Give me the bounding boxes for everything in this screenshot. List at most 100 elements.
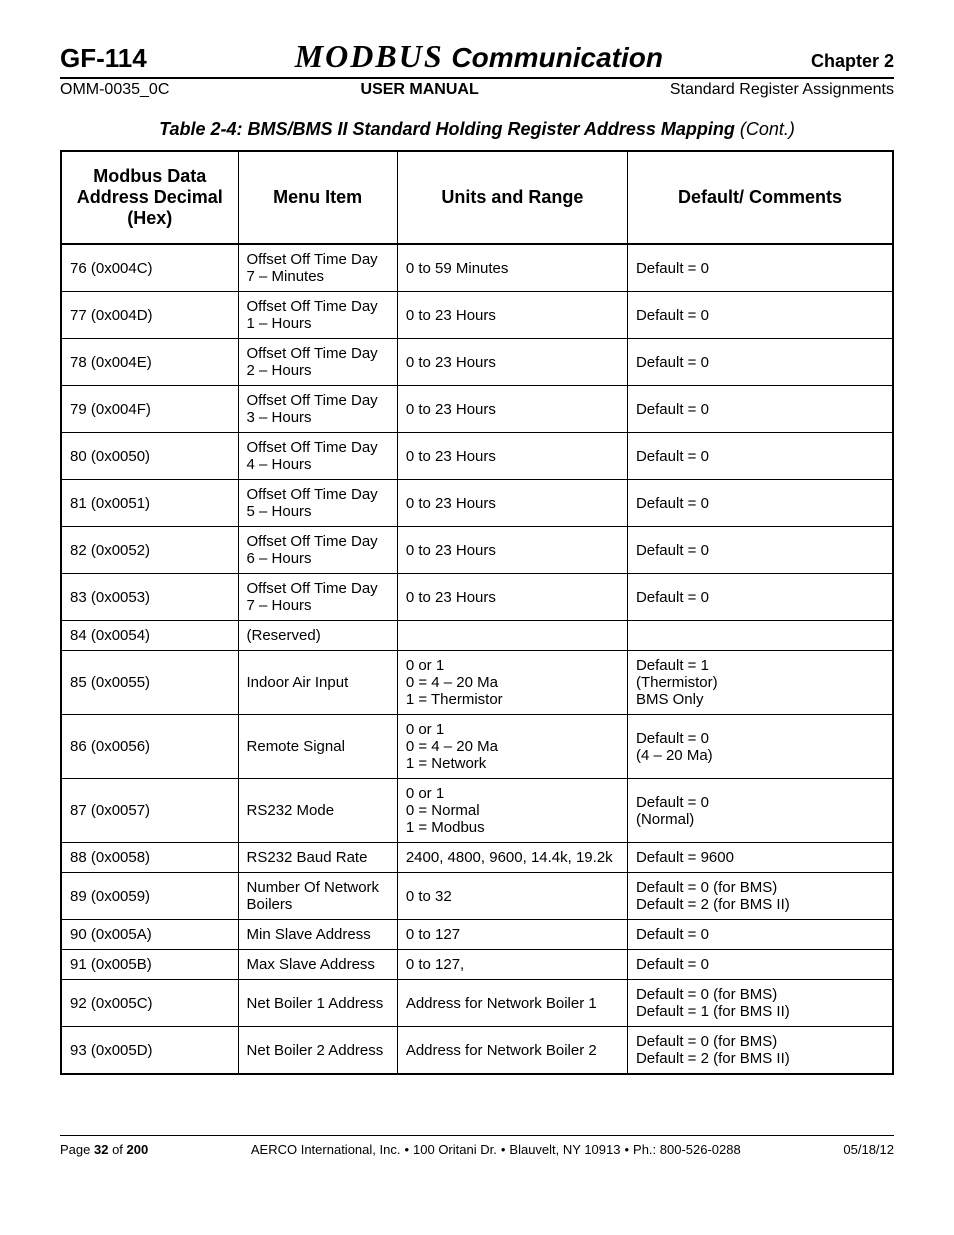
table-row: 90 (0x005A)Min Slave Address0 to 127Defa… [61, 920, 893, 950]
doc-code: GF-114 [60, 43, 147, 73]
footer-company: AERCO International, Inc.•100 Oritani Dr… [148, 1142, 843, 1157]
header-right: Chapter 2 [811, 51, 894, 72]
cell-range: 0 or 10 = Normal1 = Modbus [397, 779, 627, 843]
cell-range: 0 to 23 Hours [397, 527, 627, 574]
cell-range [397, 621, 627, 651]
cell-addr: 81 (0x0051) [61, 480, 238, 527]
cell-addr: 80 (0x0050) [61, 433, 238, 480]
cell-addr: 92 (0x005C) [61, 980, 238, 1027]
cell-def: Default = 0 [627, 339, 893, 386]
table-row: 80 (0x0050)Offset Off Time Day 4 – Hours… [61, 433, 893, 480]
cell-def: Default = 0 [627, 433, 893, 480]
register-table: Modbus Data Address Decimal (Hex) Menu I… [60, 150, 894, 1075]
cell-menu: Min Slave Address [238, 920, 397, 950]
table-row: 82 (0x0052)Offset Off Time Day 6 – Hours… [61, 527, 893, 574]
footer-page: Page 32 of 200 [60, 1142, 148, 1157]
cell-def: Default = 0 [627, 527, 893, 574]
cell-addr: 79 (0x004F) [61, 386, 238, 433]
section-label: Standard Register Assignments [670, 81, 894, 99]
header-left: GF-114 [60, 43, 147, 74]
cell-range: 0 to 23 Hours [397, 339, 627, 386]
cell-def: Default = 9600 [627, 843, 893, 873]
footer-date: 05/18/12 [843, 1142, 894, 1157]
phone: Ph.: 800-526-0288 [633, 1142, 741, 1157]
table-caption: Table 2-4: BMS/BMS II Standard Holding R… [60, 119, 894, 140]
caption-cont: (Cont.) [740, 119, 795, 139]
manual-label: USER MANUAL [169, 81, 670, 99]
cell-range: 0 to 23 Hours [397, 386, 627, 433]
chapter-label: Chapter 2 [811, 51, 894, 71]
table-row: 85 (0x0055)Indoor Air Input0 or 10 = 4 –… [61, 651, 893, 715]
cell-def: Default = 0 [627, 292, 893, 339]
cell-range: 0 or 10 = 4 – 20 Ma1 = Network [397, 715, 627, 779]
bullet-icon: • [624, 1142, 629, 1157]
table-row: 79 (0x004F)Offset Off Time Day 3 – Hours… [61, 386, 893, 433]
company-name: AERCO International, Inc. [251, 1142, 401, 1157]
cell-range: 0 or 10 = 4 – 20 Ma1 = Thermistor [397, 651, 627, 715]
table-header-row: Modbus Data Address Decimal (Hex) Menu I… [61, 151, 893, 244]
cell-def: Default = 0 (for BMS)Default = 1 (for BM… [627, 980, 893, 1027]
table-row: 84 (0x0054)(Reserved) [61, 621, 893, 651]
table-row: 88 (0x0058)RS232 Baud Rate2400, 4800, 96… [61, 843, 893, 873]
table-row: 92 (0x005C)Net Boiler 1 AddressAddress f… [61, 980, 893, 1027]
communication-title: Communication [444, 42, 663, 73]
cell-def: Default = 0 [627, 920, 893, 950]
cell-menu: RS232 Mode [238, 779, 397, 843]
cell-menu: Offset Off Time Day 7 – Minutes [238, 244, 397, 292]
cell-range: 0 to 23 Hours [397, 433, 627, 480]
cell-def: Default = 0(4 – 20 Ma) [627, 715, 893, 779]
cell-range: Address for Network Boiler 2 [397, 1027, 627, 1075]
cell-menu: Offset Off Time Day 4 – Hours [238, 433, 397, 480]
cell-def: Default = 0 (for BMS)Default = 2 (for BM… [627, 1027, 893, 1075]
cell-range: 0 to 59 Minutes [397, 244, 627, 292]
page-prefix: Page [60, 1142, 94, 1157]
cell-range: Address for Network Boiler 1 [397, 980, 627, 1027]
cell-addr: 87 (0x0057) [61, 779, 238, 843]
cell-menu: Offset Off Time Day 2 – Hours [238, 339, 397, 386]
col-header-address: Modbus Data Address Decimal (Hex) [61, 151, 238, 244]
cell-def: Default = 0 [627, 244, 893, 292]
cell-menu: Offset Off Time Day 1 – Hours [238, 292, 397, 339]
header-center: MODBUS Communication [147, 38, 811, 75]
cell-menu: Offset Off Time Day 5 – Hours [238, 480, 397, 527]
header-row-2: OMM-0035_0C USER MANUAL Standard Registe… [60, 81, 894, 99]
cell-addr: 89 (0x0059) [61, 873, 238, 920]
doc-number: OMM-0035_0C [60, 81, 169, 99]
cell-addr: 78 (0x004E) [61, 339, 238, 386]
cell-addr: 93 (0x005D) [61, 1027, 238, 1075]
cell-menu: Indoor Air Input [238, 651, 397, 715]
col-header-default: Default/ Comments [627, 151, 893, 244]
table-row: 87 (0x0057)RS232 Mode0 or 10 = Normal1 =… [61, 779, 893, 843]
cell-range: 0 to 23 Hours [397, 480, 627, 527]
cell-menu: Remote Signal [238, 715, 397, 779]
cell-menu: Net Boiler 2 Address [238, 1027, 397, 1075]
col-header-menu: Menu Item [238, 151, 397, 244]
table-row: 81 (0x0051)Offset Off Time Day 5 – Hours… [61, 480, 893, 527]
cell-addr: 91 (0x005B) [61, 950, 238, 980]
table-row: 77 (0x004D)Offset Off Time Day 1 – Hours… [61, 292, 893, 339]
address-2: Blauvelt, NY 10913 [509, 1142, 620, 1157]
cell-range: 0 to 32 [397, 873, 627, 920]
cell-menu: Offset Off Time Day 6 – Hours [238, 527, 397, 574]
cell-def: Default = 1(Thermistor)BMS Only [627, 651, 893, 715]
cell-menu: (Reserved) [238, 621, 397, 651]
bullet-icon: • [501, 1142, 506, 1157]
cell-menu: RS232 Baud Rate [238, 843, 397, 873]
bullet-icon: • [404, 1142, 409, 1157]
caption-main: Table 2-4: BMS/BMS II Standard Holding R… [159, 119, 740, 139]
cell-def: Default = 0(Normal) [627, 779, 893, 843]
cell-menu: Offset Off Time Day 7 – Hours [238, 574, 397, 621]
cell-range: 0 to 127 [397, 920, 627, 950]
table-row: 83 (0x0053)Offset Off Time Day 7 – Hours… [61, 574, 893, 621]
cell-addr: 76 (0x004C) [61, 244, 238, 292]
cell-range: 0 to 23 Hours [397, 574, 627, 621]
header-block: GF-114 MODBUS Communication Chapter 2 OM… [60, 38, 894, 99]
cell-addr: 88 (0x0058) [61, 843, 238, 873]
page: GF-114 MODBUS Communication Chapter 2 OM… [0, 0, 954, 1235]
cell-range: 0 to 23 Hours [397, 292, 627, 339]
table-row: 89 (0x0059)Number Of Network Boilers0 to… [61, 873, 893, 920]
cell-addr: 83 (0x0053) [61, 574, 238, 621]
cell-def: Default = 0 [627, 950, 893, 980]
table-row: 76 (0x004C)Offset Off Time Day 7 – Minut… [61, 244, 893, 292]
cell-def: Default = 0 [627, 480, 893, 527]
